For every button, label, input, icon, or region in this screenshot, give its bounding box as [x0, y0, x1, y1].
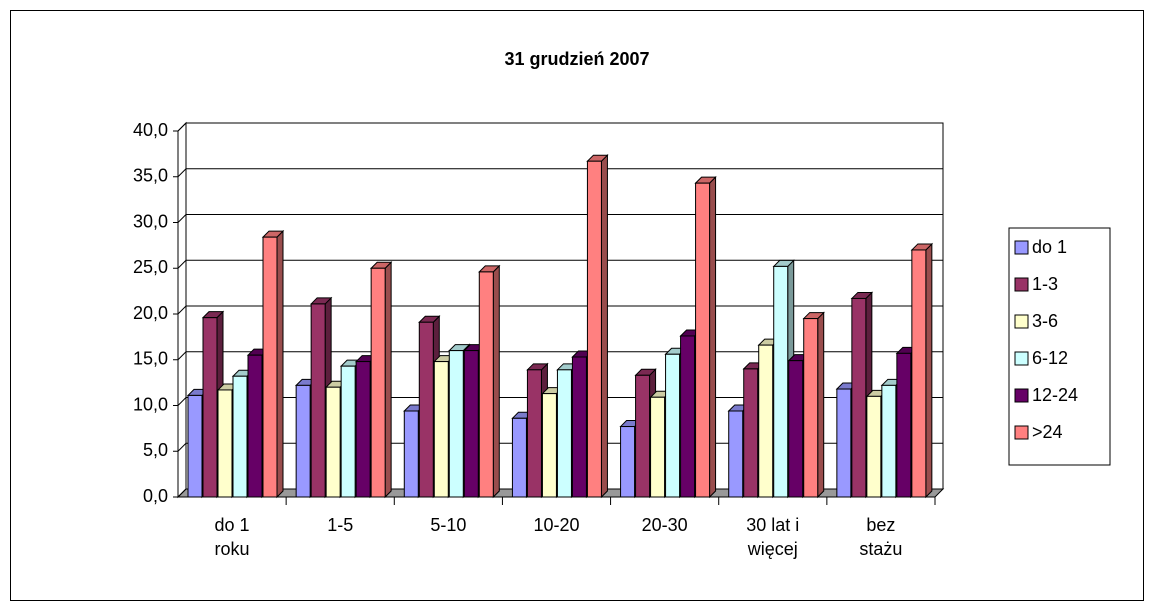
legend-swatch — [1014, 351, 1029, 366]
grid-line-side — [177, 214, 187, 223]
bar — [247, 354, 263, 498]
legend-swatch — [1014, 240, 1029, 255]
bar — [511, 417, 527, 498]
bar-side — [276, 229, 284, 499]
bar — [571, 356, 587, 498]
legend-swatch — [1014, 277, 1029, 292]
grid-line-side — [177, 122, 187, 132]
bar — [478, 271, 494, 498]
bar — [881, 384, 897, 498]
x-tick-label: do 1 roku — [214, 515, 250, 559]
bar — [370, 267, 386, 498]
legend-swatch — [1014, 314, 1029, 329]
legend-label: do 1 — [1032, 237, 1067, 257]
bar — [586, 160, 602, 498]
legend-swatch — [1014, 388, 1029, 403]
bar — [620, 426, 636, 498]
grid-line-side — [177, 442, 187, 452]
y-tick-label: 40,0 — [133, 120, 168, 140]
grid-line-side — [177, 351, 187, 361]
bar — [541, 393, 557, 498]
bar — [262, 236, 278, 498]
bar — [680, 335, 696, 498]
bar — [695, 182, 711, 498]
bar — [911, 249, 927, 498]
y-tick-label: 0,0 — [143, 486, 168, 506]
bar-side — [384, 261, 392, 499]
grid-line-side — [177, 397, 187, 406]
bar — [803, 318, 819, 498]
y-tick-label: 5,0 — [143, 440, 168, 460]
bar — [418, 321, 434, 498]
bar — [788, 360, 804, 498]
bar-side — [817, 311, 825, 499]
legend-label: 3-6 — [1032, 311, 1058, 331]
bar — [232, 375, 248, 498]
x-tick-label: 20-30 — [641, 515, 688, 535]
x-tick-label: bez stażu — [859, 515, 903, 559]
legend-label: 1-3 — [1032, 274, 1058, 294]
bar — [635, 374, 651, 498]
bar — [665, 353, 681, 498]
bar — [743, 368, 759, 498]
x-tick-label: 30 lat i więcej — [746, 515, 800, 559]
bar — [310, 303, 326, 498]
bar — [650, 396, 666, 498]
bar-side — [600, 153, 608, 499]
bar — [340, 365, 356, 498]
bar — [448, 350, 464, 498]
legend-swatch — [1014, 425, 1029, 440]
bar — [355, 361, 371, 498]
bar — [728, 410, 744, 498]
bar — [851, 297, 867, 498]
y-tick-label: 15,0 — [133, 349, 168, 369]
bar — [556, 369, 572, 498]
legend-label: >24 — [1032, 422, 1063, 442]
bar — [187, 394, 203, 498]
bar — [836, 388, 852, 498]
grid-line-side — [177, 488, 187, 498]
x-tick-label: 10-20 — [533, 515, 580, 535]
bar — [202, 317, 218, 498]
grid-line-side — [177, 259, 187, 269]
bar — [295, 384, 311, 498]
y-tick-label: 30,0 — [133, 211, 168, 231]
x-tick-label: 1-5 — [327, 515, 354, 535]
bar — [773, 265, 789, 498]
y-tick-label: 35,0 — [133, 166, 168, 186]
bar-side — [709, 175, 717, 499]
y-tick-label: 20,0 — [133, 303, 168, 323]
chart-title: 31 grudzień 2007 — [504, 49, 649, 69]
bar — [403, 410, 419, 498]
bar-side — [925, 242, 933, 499]
bar — [463, 350, 479, 498]
bar — [217, 389, 233, 498]
bar — [866, 395, 882, 498]
bar — [433, 361, 449, 498]
bar — [325, 386, 341, 498]
y-tick-label: 10,0 — [133, 394, 168, 414]
bar — [896, 352, 912, 498]
legend-label: 12-24 — [1032, 385, 1078, 405]
legend-label: 6-12 — [1032, 348, 1068, 368]
bar-side — [492, 264, 500, 499]
y-tick-label: 25,0 — [133, 257, 168, 277]
grid-line-side — [177, 305, 187, 315]
x-tick-label: 5-10 — [430, 515, 467, 535]
bar — [526, 369, 542, 498]
bar — [758, 344, 774, 498]
grid-line-side — [177, 168, 187, 178]
